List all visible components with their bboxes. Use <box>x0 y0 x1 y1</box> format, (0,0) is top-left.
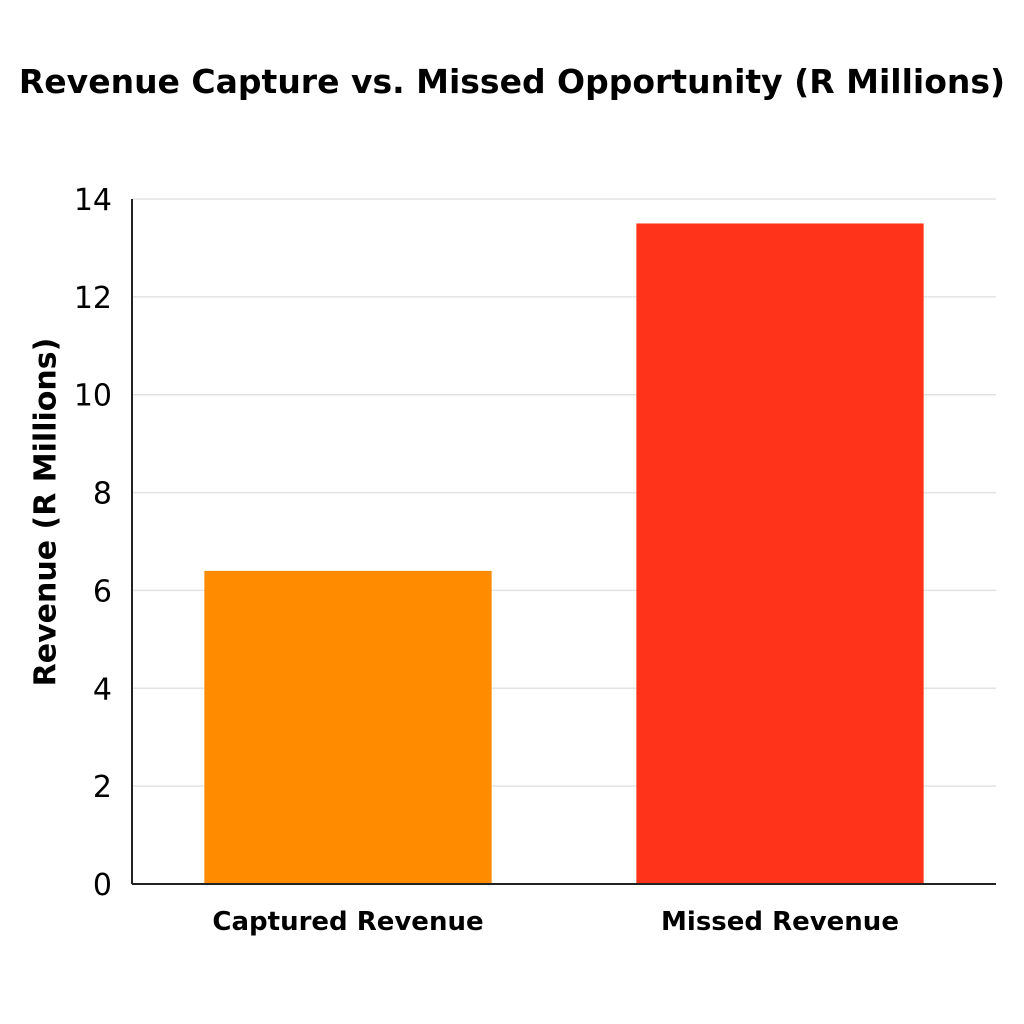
y-tick-label: 14 <box>74 183 112 218</box>
y-tick-label: 0 <box>93 868 112 903</box>
chart-title: Revenue Capture vs. Missed Opportunity (… <box>18 62 1006 101</box>
labels: 0 2 4 6 8 10 12 14 Captured Revenue Missed Revenu… <box>74 183 899 937</box>
axes <box>131 199 996 885</box>
bar-missed-revenue <box>636 223 924 884</box>
y-tick-label: 4 <box>93 672 112 707</box>
x-category-label: Captured Revenue <box>212 907 483 937</box>
x-category-label: Missed Revenue <box>661 907 899 937</box>
y-tick-label: 8 <box>93 477 112 512</box>
y-tick-label: 12 <box>74 281 112 316</box>
bar-captured-revenue <box>204 570 492 884</box>
y-tick-label: 10 <box>74 379 112 414</box>
bars <box>204 223 924 884</box>
y-tick-label: 6 <box>93 574 112 609</box>
y-tick-label: 2 <box>93 770 112 805</box>
